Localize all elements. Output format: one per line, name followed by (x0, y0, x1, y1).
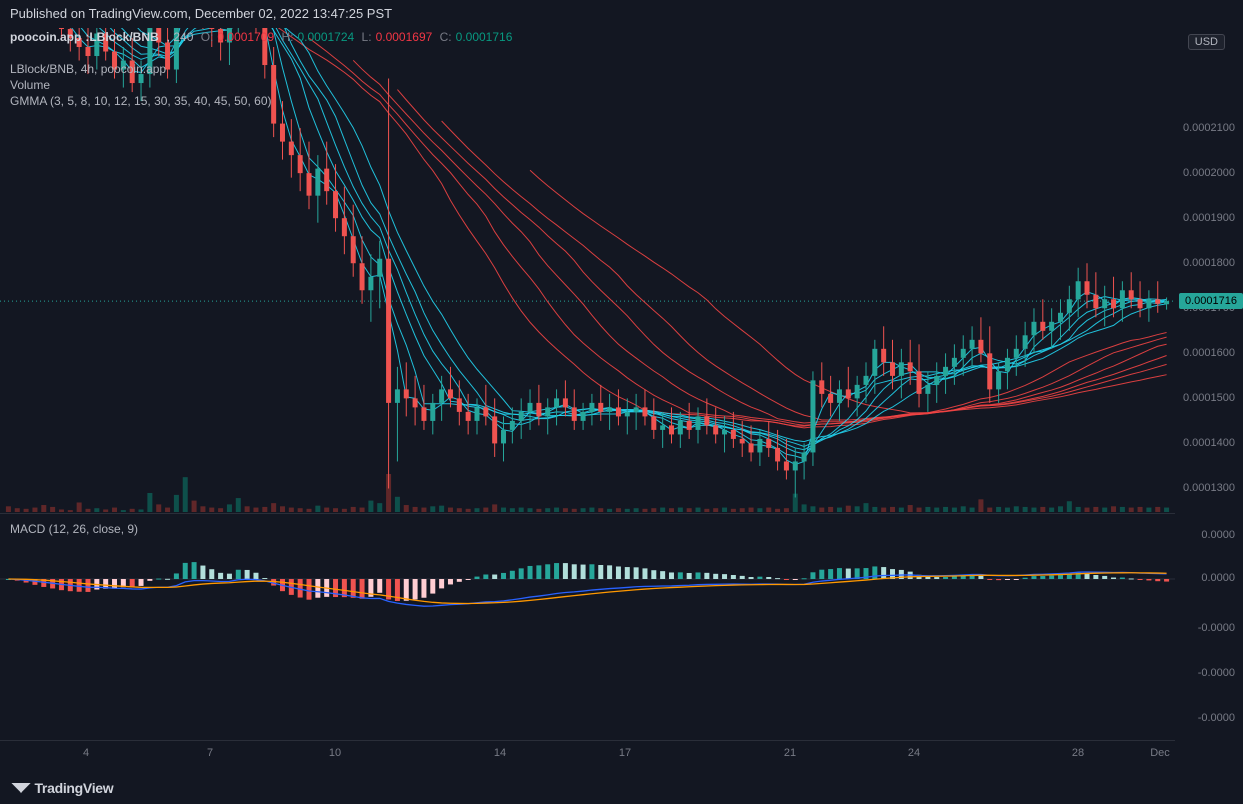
macd-axis[interactable]: 0.0000 0.0000 -0.0000 -0.0000 -0.0000 (1175, 513, 1243, 738)
symbol-tf-label[interactable]: LBlock/BNB, 4h, poocoin.app (10, 62, 166, 76)
price-tick: 0.0002100 (1183, 122, 1235, 134)
time-tick: Dec (1150, 747, 1170, 759)
publish-source[interactable]: TradingView.com (89, 6, 188, 21)
macd-pane[interactable] (0, 513, 1175, 738)
price-tick: 0.0001500 (1183, 392, 1235, 404)
macd-label[interactable]: MACD (12, 26, close, 9) (10, 522, 138, 536)
time-tick: 7 (207, 747, 213, 759)
macd-tick: 0.0000 (1201, 529, 1235, 541)
macd-tick: -0.0000 (1198, 712, 1235, 724)
symbol-exchange[interactable]: poocoin.app:LBlock/BNB (10, 30, 163, 44)
ohlc-close: 0.0001716 (456, 30, 513, 44)
price-tick: 0.0001600 (1183, 347, 1235, 359)
time-tick: 17 (619, 747, 631, 759)
gmma-label[interactable]: GMMA (3, 5, 8, 10, 12, 15, 30, 35, 40, 4… (10, 94, 272, 108)
time-tick: 24 (908, 747, 920, 759)
tradingview-logo[interactable]: ◥◤ TradingView (12, 780, 113, 796)
ohlc-high: 0.0001724 (297, 30, 354, 44)
publish-header: Published on TradingView.com, December 0… (0, 0, 1243, 27)
current-price-badge: 0.0001716 (1179, 293, 1243, 309)
price-tick: 0.0001900 (1183, 212, 1235, 224)
volume-label[interactable]: Volume (10, 78, 50, 92)
price-tick: 0.0001400 (1183, 437, 1235, 449)
price-tick: 0.0001800 (1183, 257, 1235, 269)
time-tick: 21 (784, 747, 796, 759)
time-axis[interactable]: 4 7 10 14 17 21 24 28 Dec (0, 740, 1175, 770)
time-tick: 28 (1072, 747, 1084, 759)
symbol-interval[interactable]: 240 (173, 30, 193, 44)
macd-tick: 0.0000 (1201, 572, 1235, 584)
ohlc-low: 0.0001697 (376, 30, 433, 44)
time-tick: 14 (494, 747, 506, 759)
price-tick: 0.0002000 (1183, 167, 1235, 179)
time-tick: 4 (83, 747, 89, 759)
symbol-ohlc-row: poocoin.app:LBlock/BNB, 240 O:0.0001709 … (10, 30, 516, 44)
macd-tick: -0.0000 (1198, 667, 1235, 679)
publish-timestamp: December 02, 2022 13:47:25 PST (195, 6, 392, 21)
currency-selector[interactable]: USD (1188, 34, 1225, 50)
macd-tick: -0.0000 (1198, 622, 1235, 634)
price-axis[interactable]: 0.0002100 0.0002000 0.0001900 0.0001800 0.00… (1175, 28, 1243, 513)
price-tick: 0.0001300 (1183, 482, 1235, 494)
ohlc-open: 0.0001709 (217, 30, 274, 44)
time-tick: 10 (329, 747, 341, 759)
